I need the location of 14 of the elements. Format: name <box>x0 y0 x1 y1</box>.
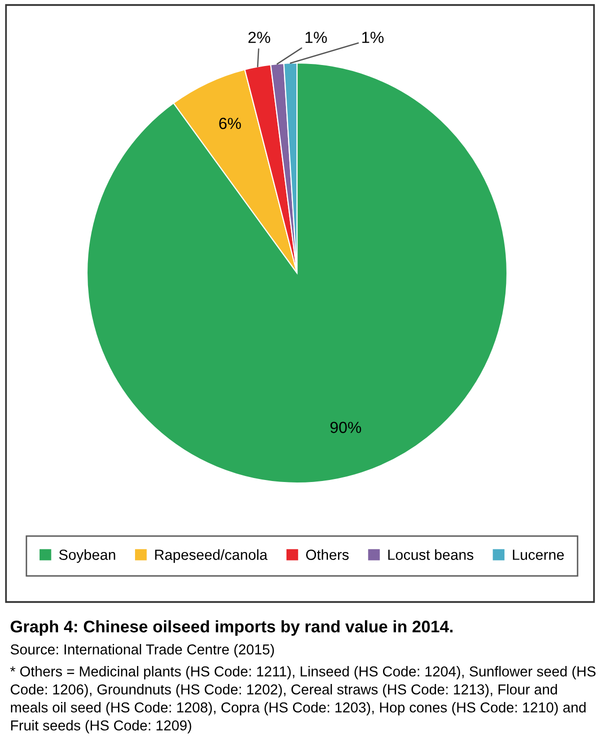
data-label: 1% <box>362 32 384 43</box>
data-label: 2% <box>248 32 270 43</box>
legend-label: Soybean <box>59 549 116 563</box>
pie-slice <box>86 62 508 484</box>
data-label: 90% <box>330 422 362 434</box>
legend-label: Lucerne <box>512 550 564 560</box>
legend-label: Others <box>306 549 349 560</box>
legend-label: Locust beans <box>388 549 474 560</box>
source-note: Source: International Trade Centre (2015) <box>10 644 274 658</box>
text: Graph 4: Chinese oilseed imports by rand value in 2014. <box>10 620 453 636</box>
text: * Others = Medicinal plants (HS Code: 1211), Linseed (HS Code: 1204), Sunflower seed (HS Code: 1206), Groundnuts (HS Code: 1202), Cereal straws (HS Code: 1213), Flour and meals oil seed (HS Code: 1208), Copra (HS Code: 1203), Hop cones (HS Code: 1210) and Fruit seeds (HS Code: 1209) <box>10 666 596 734</box>
data-label: 6% <box>219 118 241 130</box>
data-label: 1% <box>306 32 327 43</box>
legend-label: Rapeseed/canola <box>155 549 268 563</box>
